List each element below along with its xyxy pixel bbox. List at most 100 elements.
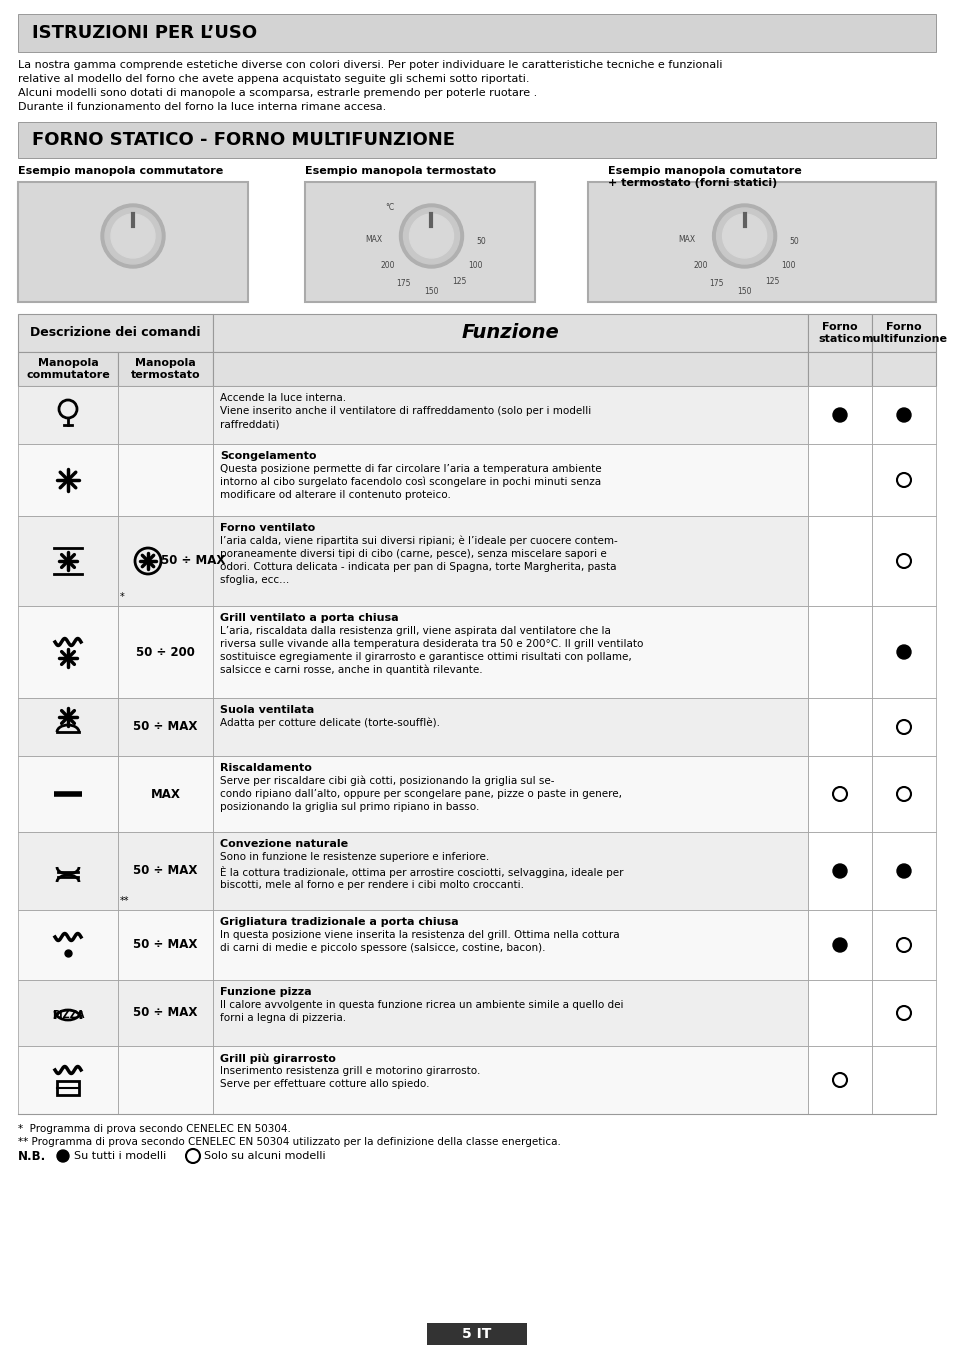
Bar <box>213 832 807 911</box>
Bar <box>807 444 871 516</box>
Text: Inserimento resistenza grill e motorino girarrosto.
Serve per effettuare cotture: Inserimento resistenza grill e motorino … <box>220 1066 480 1089</box>
Text: Scongelamento: Scongelamento <box>220 451 316 461</box>
Bar <box>213 353 807 386</box>
Text: MAX: MAX <box>151 788 180 801</box>
Bar <box>213 979 807 1046</box>
Bar <box>213 911 807 979</box>
Bar <box>118 979 213 1046</box>
Bar <box>807 698 871 757</box>
Circle shape <box>832 938 846 952</box>
Text: 100: 100 <box>468 262 482 270</box>
Text: ** Programma di prova secondo CENELEC EN 50304 utilizzato per la definizione del: ** Programma di prova secondo CENELEC EN… <box>18 1138 560 1147</box>
Text: 150: 150 <box>424 286 438 296</box>
Text: 100: 100 <box>781 262 795 270</box>
Bar <box>213 1046 807 1115</box>
Circle shape <box>111 213 154 258</box>
Text: 50 ÷ 200: 50 ÷ 200 <box>136 646 194 658</box>
Text: Esempio manopola commutatore: Esempio manopola commutatore <box>18 166 223 176</box>
Text: Su tutti i modelli: Su tutti i modelli <box>74 1151 166 1161</box>
Text: Esempio manopola comutatore
+ termostato (forni statici): Esempio manopola comutatore + termostato… <box>607 166 801 188</box>
Text: MAX: MAX <box>365 235 381 243</box>
Bar <box>807 386 871 444</box>
Text: °C: °C <box>384 204 394 212</box>
Circle shape <box>832 865 846 878</box>
Bar <box>871 757 935 832</box>
Bar <box>871 911 935 979</box>
Bar <box>871 607 935 698</box>
Text: Grill ventilato a porta chiusa: Grill ventilato a porta chiusa <box>220 613 398 623</box>
Bar <box>807 353 871 386</box>
Text: 175: 175 <box>395 280 411 289</box>
Bar <box>213 698 807 757</box>
Text: 5 IT: 5 IT <box>462 1327 491 1342</box>
Bar <box>118 386 213 444</box>
Text: Grigliatura tradizionale a porta chiusa: Grigliatura tradizionale a porta chiusa <box>220 917 458 927</box>
Bar <box>118 757 213 832</box>
Bar <box>213 386 807 444</box>
Text: Grill più girarrosto: Grill più girarrosto <box>220 1052 335 1063</box>
Text: Funzione pizza: Funzione pizza <box>220 988 312 997</box>
Bar <box>118 444 213 516</box>
Bar <box>871 698 935 757</box>
Bar <box>871 386 935 444</box>
Bar <box>18 353 118 386</box>
Text: Descrizione dei comandi: Descrizione dei comandi <box>30 327 200 339</box>
Text: 150: 150 <box>737 286 751 296</box>
Circle shape <box>403 208 459 263</box>
Bar <box>807 757 871 832</box>
Bar <box>18 911 118 979</box>
Bar <box>118 698 213 757</box>
Text: Il calore avvolgente in questa funzione ricrea un ambiente simile a quello dei
f: Il calore avvolgente in questa funzione … <box>220 1000 623 1023</box>
Bar <box>18 757 118 832</box>
Text: 50 ÷ MAX: 50 ÷ MAX <box>133 720 197 734</box>
Bar <box>871 313 935 353</box>
Bar <box>118 1046 213 1115</box>
Bar <box>18 832 118 911</box>
Bar <box>118 832 213 911</box>
Bar <box>807 979 871 1046</box>
Text: Forno
statico: Forno statico <box>818 322 861 343</box>
Text: Solo su alcuni modelli: Solo su alcuni modelli <box>204 1151 325 1161</box>
Bar <box>118 353 213 386</box>
Text: MAX: MAX <box>678 235 695 243</box>
Circle shape <box>57 1150 69 1162</box>
Text: Accende la luce interna.
Viene inserito anche il ventilatore di raffreddamento (: Accende la luce interna. Viene inserito … <box>220 393 591 430</box>
Text: La nostra gamma comprende estetiche diverse con colori diversi. Per poter indivi: La nostra gamma comprende estetiche dive… <box>18 59 721 70</box>
Text: Forno ventilato: Forno ventilato <box>220 523 314 534</box>
Text: l’aria calda, viene ripartita sui diversi ripiani; è l’ideale per cuocere contem: l’aria calda, viene ripartita sui divers… <box>220 536 618 585</box>
Text: *  Programma di prova secondo CENELEC EN 50304.: * Programma di prova secondo CENELEC EN … <box>18 1124 291 1133</box>
Text: Serve per riscaldare cibi già cotti, posizionando la griglia sul se-
condo ripia: Serve per riscaldare cibi già cotti, pos… <box>220 775 621 812</box>
Text: N.B.: N.B. <box>18 1150 46 1162</box>
Bar <box>57 1081 79 1096</box>
Bar <box>118 516 213 607</box>
Text: Suola ventilata: Suola ventilata <box>220 705 314 715</box>
Text: 50 ÷ MAX: 50 ÷ MAX <box>133 1006 197 1020</box>
Text: 50: 50 <box>476 236 486 246</box>
Circle shape <box>896 408 910 422</box>
Bar <box>118 911 213 979</box>
Bar <box>213 757 807 832</box>
Text: 50 ÷ MAX: 50 ÷ MAX <box>133 939 197 951</box>
Bar <box>18 14 935 51</box>
Text: 125: 125 <box>764 277 779 286</box>
Text: L’aria, riscaldata dalla resistenza grill, viene aspirata dal ventilatore che la: L’aria, riscaldata dalla resistenza gril… <box>220 626 642 676</box>
Text: 50 ÷ MAX: 50 ÷ MAX <box>133 865 197 878</box>
Circle shape <box>399 204 463 267</box>
Bar <box>871 832 935 911</box>
Text: Sono in funzione le resistenze superiore e inferiore.
È la cottura tradizionale,: Sono in funzione le resistenze superiore… <box>220 852 623 890</box>
Text: FORNO STATICO - FORNO MULTIFUNZIONE: FORNO STATICO - FORNO MULTIFUNZIONE <box>32 131 455 149</box>
Text: 200: 200 <box>693 262 707 270</box>
Bar <box>213 313 807 353</box>
Bar <box>118 607 213 698</box>
Text: **: ** <box>120 896 130 907</box>
Text: 200: 200 <box>380 262 395 270</box>
Bar <box>427 1323 526 1346</box>
Text: Manopola
termostato: Manopola termostato <box>131 358 200 380</box>
Bar <box>587 182 935 303</box>
Text: relative al modello del forno che avete appena acquistato seguite gli schemi sot: relative al modello del forno che avete … <box>18 74 529 84</box>
Text: Esempio manopola termostato: Esempio manopola termostato <box>305 166 496 176</box>
Bar <box>18 516 118 607</box>
Text: Adatta per cotture delicate (torte-soufflè).: Adatta per cotture delicate (torte-souff… <box>220 717 439 728</box>
Bar <box>18 1046 118 1115</box>
Bar <box>18 386 118 444</box>
